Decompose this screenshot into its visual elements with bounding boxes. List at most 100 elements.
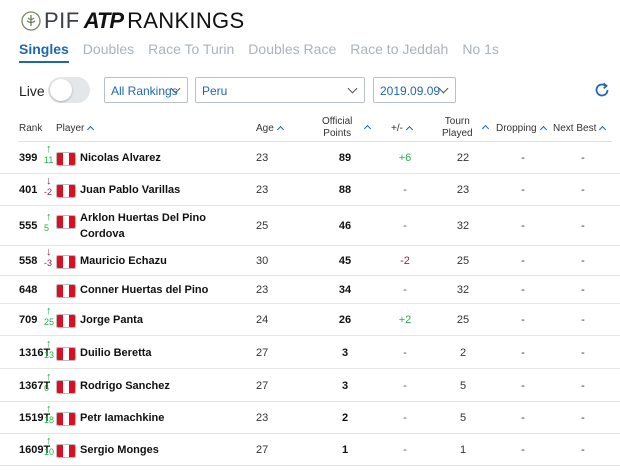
col-age[interactable]: Age <box>256 123 284 134</box>
table-row[interactable]: 709 ↑ 25 Jorge Panta 24 26 +2 25- - <box>0 304 620 336</box>
tournaments-played-value: 32 <box>456 220 470 232</box>
table-row[interactable]: 1609T ↑ 10 Sergio Monges 27 1 - 1 - - <box>0 434 620 466</box>
points-value[interactable]: 3 <box>341 346 349 359</box>
sort-up-icon <box>599 125 607 134</box>
next-best-value: - <box>581 412 585 424</box>
arrow-down-icon: ↓ <box>46 175 52 187</box>
player-name-link[interactable]: Duilio Beretta <box>80 346 152 359</box>
table-row[interactable]: 555 ↑ 5 Arklon Huertas Del Pino Cordova 25 46… <box>0 206 620 246</box>
tournaments-played-value: 25 <box>456 314 470 326</box>
rank-value: 1519T <box>19 412 51 424</box>
col-rank-label: Rank <box>19 123 43 134</box>
player-name-link[interactable]: Conner Huertas del Pino <box>80 284 209 296</box>
points-value[interactable]: 2 <box>341 412 349 424</box>
age-value: 30 <box>256 255 269 267</box>
tab-race-to-turin[interactable]: Race To Turin <box>148 41 235 57</box>
country-select[interactable]: Peru <box>195 77 365 103</box>
plus-minus-value: - <box>403 346 407 359</box>
col-next-best[interactable]: Next Best <box>553 123 607 134</box>
ranking-tabs: Singles Doubles Race To Turin Doubles Ra… <box>19 41 513 63</box>
col-points-sort[interactable] <box>361 122 372 133</box>
peru-flag-icon <box>56 346 76 361</box>
col-dropping[interactable]: Dropping <box>496 123 547 134</box>
age-value: 23 <box>256 184 269 196</box>
refresh-icon[interactable] <box>593 81 611 99</box>
live-toggle[interactable] <box>48 77 90 103</box>
tab-doubles[interactable]: Doubles <box>82 41 135 57</box>
plus-minus-value: - <box>403 184 407 196</box>
col-player[interactable]: Player <box>56 123 95 134</box>
arrow-up-icon: ↑ <box>46 211 52 223</box>
rank-movement: ↑ 18 <box>44 403 60 427</box>
player-name-link[interactable]: Sergio Monges <box>80 444 159 456</box>
col-plus-minus[interactable]: +/- <box>391 123 413 134</box>
ranking-type-value: All Rankings <box>111 84 178 98</box>
toggle-knob <box>50 79 72 101</box>
points-value[interactable]: 89 <box>338 152 352 164</box>
brand-atp-logo[interactable]: ATP <box>83 8 124 33</box>
peru-flag-icon <box>56 255 76 269</box>
points-value[interactable]: 1 <box>341 444 349 456</box>
points-value[interactable]: 34 <box>338 284 352 296</box>
player-name-link[interactable]: Rodrigo Sanchez <box>80 379 170 392</box>
dropping-value: - <box>521 284 525 296</box>
player-name-link[interactable]: Arklon Huertas Del Pino Cordova <box>80 212 206 240</box>
sort-up-icon <box>539 125 547 134</box>
tournaments-played-value: 23 <box>456 184 470 196</box>
rank-movement: ↑ 6 <box>44 371 60 395</box>
dropping-value: - <box>521 184 525 196</box>
tab-no-1s[interactable]: No 1s <box>462 41 499 57</box>
points-value[interactable]: 3 <box>341 379 349 392</box>
player-name-link[interactable]: Mauricio Echazu <box>80 255 167 267</box>
col-tourn-sort[interactable] <box>479 122 490 133</box>
tab-singles[interactable]: Singles <box>19 41 69 63</box>
table-row[interactable]: 399 ↑ 11 Nicolas Alvarez 23 89 +6 22 - - <box>0 142 620 174</box>
sort-up-icon <box>87 125 95 134</box>
sort-up-icon <box>481 124 490 133</box>
rank-value: 1367T <box>19 379 51 392</box>
points-value[interactable]: 45 <box>338 255 352 267</box>
player-name-link[interactable]: Juan Pablo Varillas <box>80 184 181 196</box>
age-value: 23 <box>256 412 269 424</box>
peru-flag-icon <box>56 379 76 394</box>
live-label: Live <box>19 83 45 99</box>
player-name-link[interactable]: Jorge Panta <box>80 314 143 326</box>
player-name-link[interactable]: Petr Iamachkine <box>80 412 165 424</box>
dropping-value: - <box>521 412 525 424</box>
col-tourn-played[interactable]: Tourn Played <box>442 116 473 140</box>
ranking-type-select[interactable]: All Rankings <box>104 77 188 103</box>
date-select[interactable]: 2019.09.09 <box>373 77 456 103</box>
col-points[interactable]: Official Points <box>322 116 352 140</box>
rank-movement-value: 25 <box>44 317 55 327</box>
table-row[interactable]: 1367T ↑ 6 Rodrigo Sanchez 27 3 - 5 - - <box>0 369 620 402</box>
rank-value: 555 <box>19 220 38 232</box>
date-value: 2019.09.09 <box>380 84 441 98</box>
rank-value: 558 <box>19 255 38 267</box>
next-best-value: - <box>581 220 585 232</box>
rank-movement: ↑ 13 <box>44 338 60 362</box>
site-header: PIF ATP RANKINGS <box>20 8 244 34</box>
tab-doubles-race[interactable]: Doubles Race <box>248 41 337 57</box>
table-row[interactable]: 401 ↓ -2 Juan Pablo Varillas 23 88 - 23 - - <box>0 174 620 206</box>
table-row[interactable]: 558 ↓ -3 Mauricio Echazu 30 45 -2 25 - - <box>0 246 620 276</box>
rank-movement: ↓ -3 <box>44 246 60 270</box>
dropping-value: - <box>521 255 525 267</box>
col-points-label-2: Points <box>323 128 352 139</box>
table-row[interactable]: 1519T ↑ 18 Petr Iamachkine 23 2 - 5 - - <box>0 402 620 434</box>
player-name-link[interactable]: Nicolas Alvarez <box>80 152 161 164</box>
peru-flag-icon <box>56 444 76 458</box>
peru-flag-icon <box>56 412 76 426</box>
points-value[interactable]: 88 <box>338 184 352 196</box>
tab-race-to-jeddah[interactable]: Race to Jeddah <box>350 41 449 57</box>
peru-flag-icon <box>56 215 76 229</box>
arrow-up-icon: ↑ <box>46 370 52 383</box>
age-value: 24 <box>256 314 269 326</box>
filter-controls: Live All Rankings Peru 2019.09.09 <box>0 77 620 107</box>
page-title: RANKINGS <box>127 8 245 33</box>
table-row[interactable]: 1316T ↑ 13 Duilio Beretta 27 3 - 2 - - <box>0 336 620 369</box>
table-row[interactable]: 648 Conner Huertas del Pino 23 34 - 32 - - <box>0 276 620 304</box>
col-rank[interactable]: Rank <box>19 123 42 134</box>
col-dropping-label: Dropping <box>496 123 537 134</box>
points-value[interactable]: 46 <box>338 220 352 232</box>
points-value[interactable]: 26 <box>338 314 352 326</box>
